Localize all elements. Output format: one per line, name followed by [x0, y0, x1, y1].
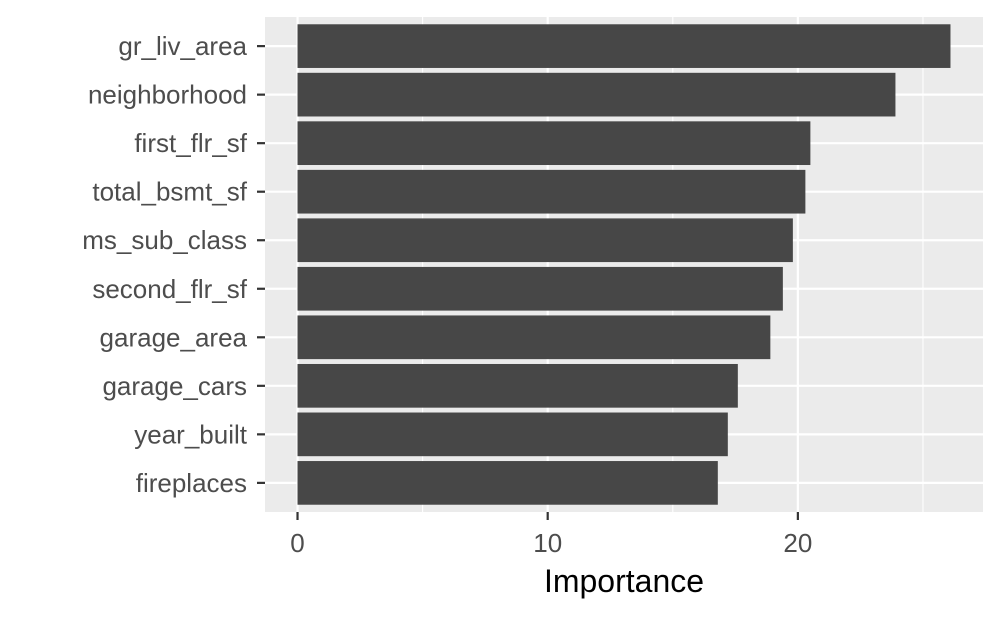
y-tick-label: total_bsmt_sf: [92, 177, 247, 207]
bar: [297, 121, 811, 166]
bar: [297, 266, 783, 311]
y-axis: gr_liv_area neighborhood first_flr_sftotal…: [82, 31, 265, 498]
x-tick-label: 0: [290, 528, 304, 558]
bars: [297, 24, 951, 505]
y-tick-label: neighborhood: [88, 80, 247, 110]
x-tick-label: 10: [533, 528, 562, 558]
y-tick-label: garage_area: [100, 322, 248, 352]
y-tick-label: gr_liv_area: [118, 31, 247, 61]
x-axis: 0 10 20: [290, 512, 812, 558]
y-tick-label: ms_sub_class: [82, 225, 247, 255]
bar: [297, 218, 793, 263]
y-tick-label: garage_cars: [102, 371, 247, 401]
bar: [297, 72, 896, 117]
bar: [297, 24, 951, 68]
bar: [297, 363, 738, 408]
bar: [297, 169, 806, 214]
y-tick-label: year_built: [134, 419, 248, 449]
bar: [297, 315, 771, 360]
x-axis-title: Importance: [544, 563, 704, 599]
bar: [297, 461, 718, 505]
y-tick-label: second_flr_sf: [92, 274, 247, 304]
bar: [297, 412, 728, 457]
y-tick-label: first_flr_sf: [134, 128, 247, 158]
x-tick-label: 20: [783, 528, 812, 558]
y-tick-label: fireplaces: [136, 468, 247, 498]
